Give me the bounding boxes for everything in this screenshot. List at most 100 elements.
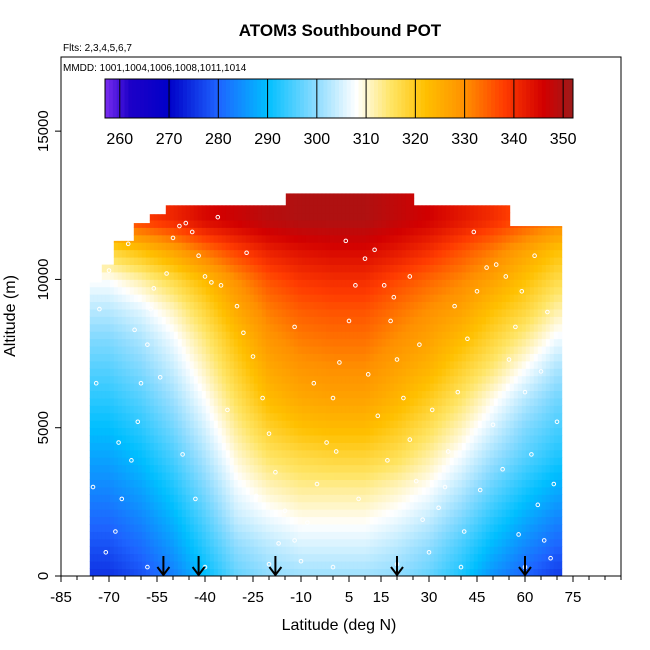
- heatmap-cell: [345, 279, 351, 288]
- heatmap-cell: [225, 286, 231, 295]
- heatmap-cell: [237, 487, 243, 495]
- heatmap-cell: [429, 398, 435, 406]
- heatmap-cell: [249, 509, 255, 518]
- heatmap-cell: [413, 442, 419, 451]
- heatmap-cell: [409, 464, 415, 473]
- heatmap-cell: [253, 509, 259, 518]
- heatmap-cell: [465, 509, 471, 518]
- heatmap-cell: [393, 420, 399, 429]
- heatmap-cell: [181, 286, 187, 295]
- heatmap-cell: [169, 316, 175, 325]
- heatmap-cell: [417, 309, 423, 317]
- heatmap-cell: [149, 264, 155, 273]
- heatmap-cell: [301, 487, 307, 495]
- heatmap-cell: [93, 301, 99, 310]
- heatmap-cell: [333, 435, 339, 443]
- heatmap-cell: [357, 375, 363, 384]
- heatmap-cell: [209, 427, 215, 436]
- heatmap-cell: [177, 316, 183, 325]
- heatmap-cell: [417, 553, 423, 562]
- heatmap-cell: [241, 249, 247, 258]
- heatmap-cell: [397, 524, 403, 532]
- heatmap-cell: [441, 309, 447, 317]
- heatmap-cell: [121, 538, 127, 547]
- heatmap-cell: [441, 205, 447, 214]
- heatmap-cell: [221, 279, 227, 288]
- heatmap-cell: [145, 524, 151, 532]
- heatmap-cell: [357, 205, 363, 214]
- heatmap-cell: [225, 546, 231, 555]
- heatmap-cell: [125, 316, 131, 325]
- heatmap-cell: [405, 323, 411, 332]
- heatmap-cell: [225, 561, 231, 569]
- heatmap-cell: [305, 472, 311, 481]
- heatmap-cell: [381, 427, 387, 436]
- heatmap-cell: [185, 331, 191, 340]
- heatmap-cell: [289, 390, 295, 399]
- heatmap-cell: [229, 405, 235, 414]
- heatmap-cell: [269, 427, 275, 436]
- heatmap-cell: [165, 242, 171, 251]
- heatmap-cell: [485, 561, 491, 569]
- heatmap-cell: [453, 457, 459, 466]
- heatmap-cell: [205, 212, 211, 221]
- heatmap-cell: [477, 264, 483, 273]
- heatmap-cell: [453, 338, 459, 347]
- heatmap-cell: [109, 331, 115, 340]
- heatmap-cell: [89, 383, 95, 392]
- heatmap-cell: [261, 494, 267, 503]
- heatmap-cell: [313, 264, 319, 273]
- heatmap-cell: [229, 264, 235, 273]
- heatmap-cell: [249, 472, 255, 481]
- heatmap-cell: [201, 257, 207, 265]
- heatmap-cell: [173, 309, 179, 317]
- heatmap-cell: [117, 323, 123, 332]
- heatmap-cell: [369, 331, 375, 340]
- heatmap-cell: [237, 249, 243, 258]
- heatmap-cell: [345, 242, 351, 251]
- heatmap-cell: [161, 464, 167, 473]
- heatmap-cell: [437, 264, 443, 273]
- heatmap-cell: [317, 331, 323, 340]
- heatmap-cell: [385, 546, 391, 555]
- heatmap-cell: [465, 227, 471, 236]
- heatmap-cell: [189, 472, 195, 481]
- heatmap-cell: [429, 234, 435, 243]
- heatmap-cell: [273, 472, 279, 481]
- heatmap-cell: [421, 420, 427, 429]
- heatmap-cell: [213, 368, 219, 377]
- heatmap-cell: [309, 472, 315, 481]
- heatmap-cell: [325, 220, 331, 228]
- heatmap-cell: [381, 242, 387, 251]
- heatmap-cell: [421, 472, 427, 481]
- heatmap-cell: [369, 427, 375, 436]
- heatmap-cell: [201, 323, 207, 332]
- heatmap-cell: [241, 531, 247, 540]
- heatmap-cell: [237, 442, 243, 451]
- heatmap-cell: [145, 435, 151, 443]
- heatmap-cell: [309, 234, 315, 243]
- heatmap-cell: [313, 501, 319, 510]
- heatmap-cell: [305, 509, 311, 518]
- heatmap-cell: [269, 561, 275, 569]
- heatmap-cell: [89, 360, 95, 369]
- heatmap-cell: [441, 442, 447, 451]
- heatmap-cell: [469, 279, 475, 288]
- heatmap-cell: [209, 553, 215, 562]
- heatmap-cell: [329, 457, 335, 466]
- heatmap-cell: [217, 494, 223, 503]
- heatmap-cell: [417, 353, 423, 362]
- heatmap-cell: [241, 257, 247, 265]
- heatmap-cell: [341, 509, 347, 518]
- heatmap-cell: [125, 301, 131, 310]
- heatmap-cell: [213, 205, 219, 214]
- heatmap-cell: [381, 405, 387, 414]
- heatmap-cell: [293, 472, 299, 481]
- heatmap-cell: [241, 479, 247, 488]
- heatmap-cell: [309, 501, 315, 510]
- heatmap-cell: [197, 553, 203, 562]
- heatmap-cell: [101, 286, 107, 295]
- heatmap-cell: [485, 360, 491, 369]
- heatmap-cell: [305, 524, 311, 532]
- heatmap-cell: [365, 568, 371, 576]
